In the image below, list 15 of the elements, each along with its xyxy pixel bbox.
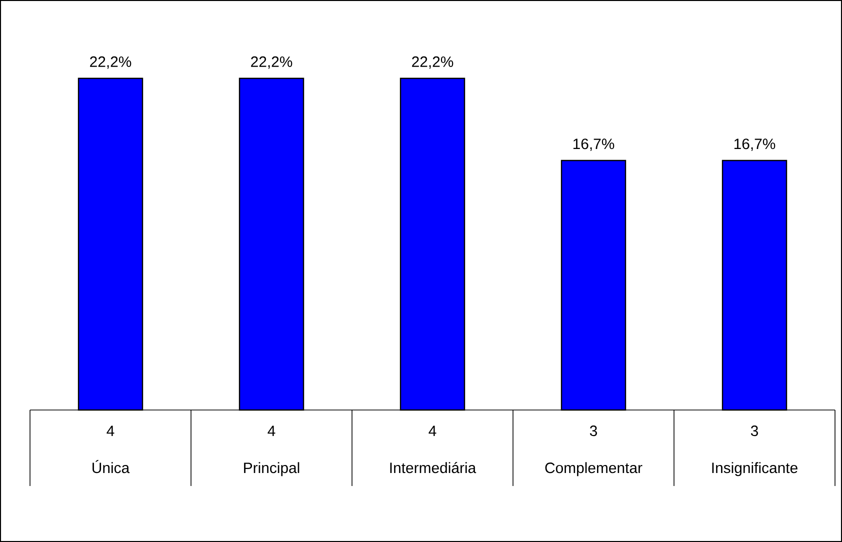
data-label: 22,2% xyxy=(90,56,132,69)
data-label: 22,2% xyxy=(251,56,292,69)
text: 4 xyxy=(428,426,436,436)
x-tick-label: Única xyxy=(92,460,130,474)
data-label: 16,7% xyxy=(573,138,614,151)
text: 3 xyxy=(590,426,598,436)
x-tick-label: Principal xyxy=(244,462,300,476)
x-tick-label: Insignificante xyxy=(712,462,798,476)
x-tick-label: Intermediária xyxy=(390,462,476,474)
text: 3 xyxy=(750,426,758,436)
data-label: 22,2% xyxy=(412,56,454,69)
data-label: 16,7% xyxy=(734,138,776,151)
x-tick-label: Complementar xyxy=(545,462,642,476)
text: 4 xyxy=(268,426,276,436)
text: 4 xyxy=(106,426,114,436)
